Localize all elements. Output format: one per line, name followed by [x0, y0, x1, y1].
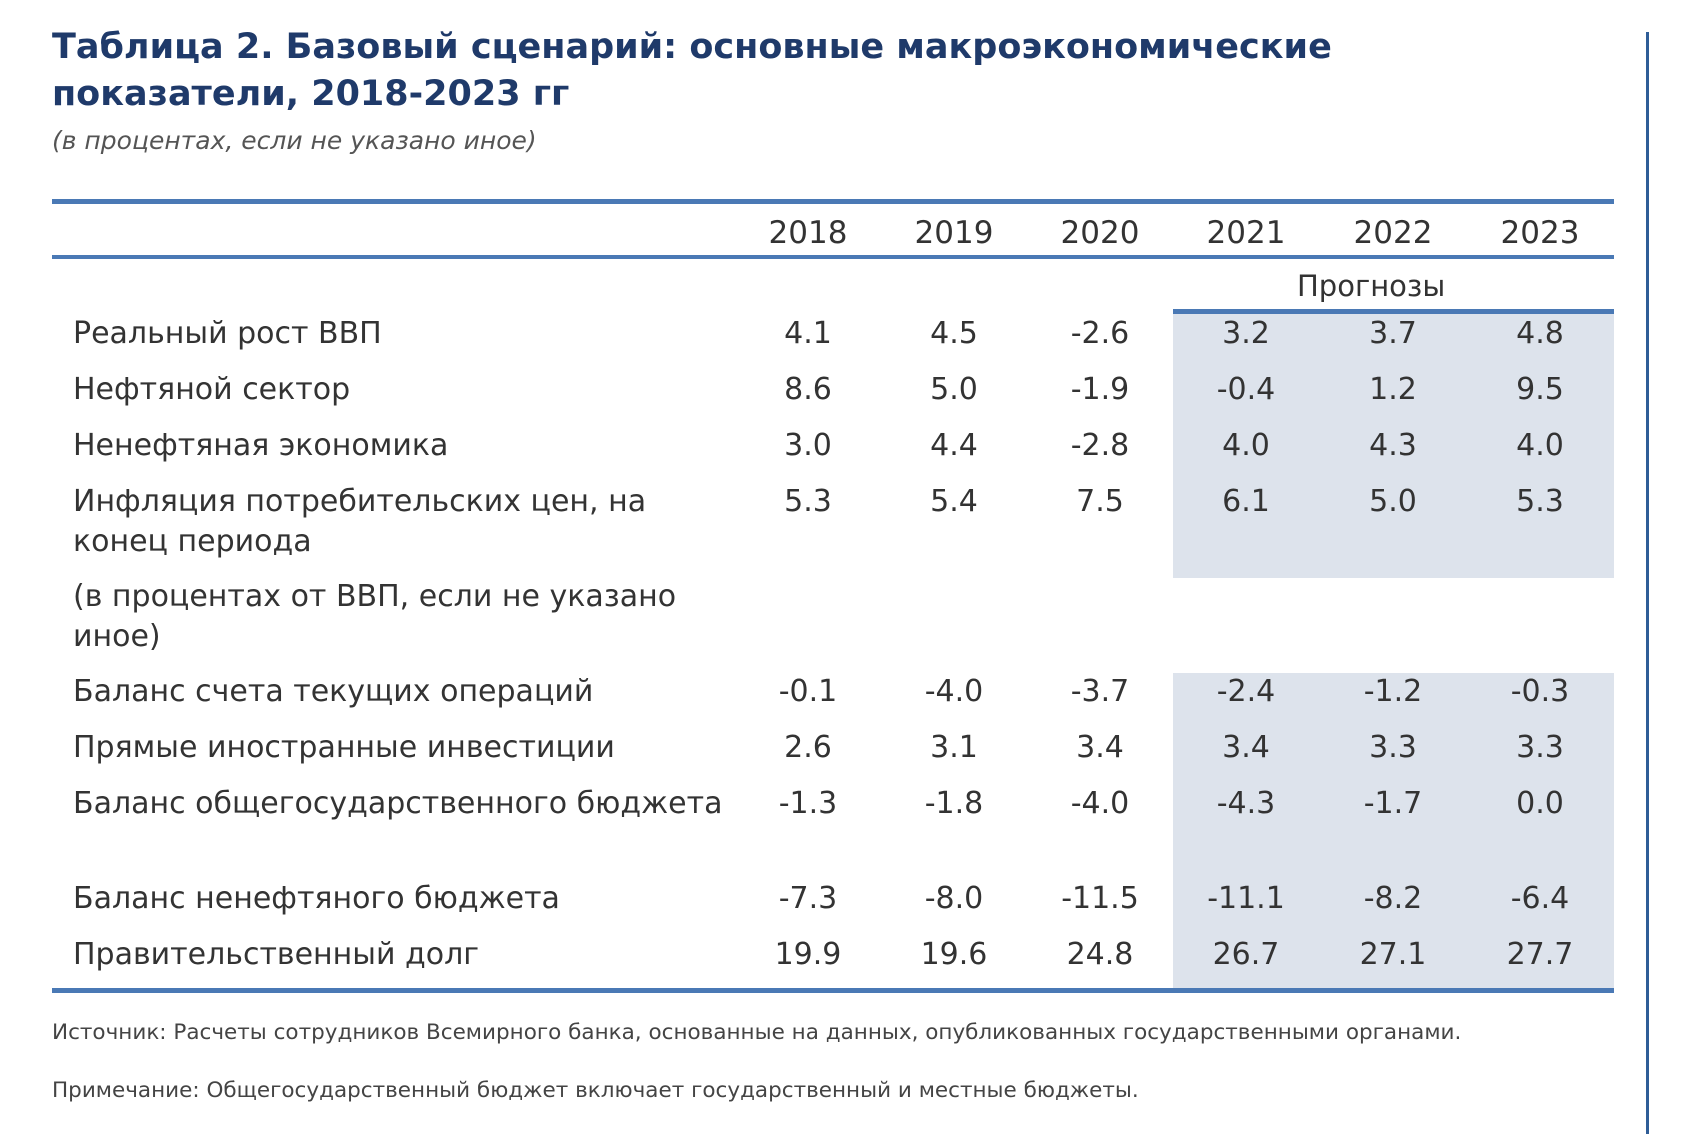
forecast-shade-bottom — [1173, 673, 1614, 993]
table-cell: 1.2 — [1369, 372, 1417, 407]
table-cell: 5.0 — [930, 372, 978, 407]
table-cell: 4.4 — [930, 428, 978, 463]
forecast-rule — [1173, 309, 1614, 314]
macro-indicators-table: 2018 2019 2020 2021 2022 2023 Прогнозы Реальн… — [52, 199, 1614, 993]
table-cell: 7.5 — [1076, 484, 1124, 519]
table-cell: 0.0 — [1516, 786, 1564, 821]
footnote: Примечание: Общегосударственный бюджет в… — [52, 1078, 1139, 1103]
section-subheader: (в процентах от ВВП, если не указано ино… — [73, 579, 677, 654]
table-cell: -11.5 — [1061, 881, 1139, 916]
year-header-2020: 2020 — [1060, 215, 1140, 251]
table-cell: -2.8 — [1070, 428, 1130, 463]
table-cell: -1.8 — [924, 786, 984, 821]
table-cell: 27.1 — [1359, 937, 1427, 972]
table-cell: 26.7 — [1212, 937, 1280, 972]
forecast-label: Прогнозы — [1297, 269, 1446, 303]
table-cell: 24.8 — [1066, 937, 1134, 972]
year-header-2022: 2022 — [1353, 215, 1433, 251]
table-cell: 4.1 — [784, 316, 832, 351]
table-cell: 27.7 — [1506, 937, 1574, 972]
table-cell: 3.1 — [930, 730, 978, 765]
table-cell: -0.3 — [1510, 674, 1570, 709]
table-cell: -8.2 — [1363, 881, 1423, 916]
table-cell: 3.4 — [1076, 730, 1124, 765]
row-label: Правительственный долг — [73, 937, 480, 972]
source-note: Источник: Расчеты сотрудников Всемирного… — [52, 1020, 1462, 1045]
table-cell: -1.3 — [778, 786, 838, 821]
table-cell: 5.4 — [930, 484, 978, 519]
table-cell: -4.3 — [1216, 786, 1276, 821]
row-label: Прямые иностранные инвестиции — [73, 730, 615, 765]
table-cell: -7.3 — [778, 881, 838, 916]
table-cell: 3.2 — [1222, 316, 1270, 351]
table-cell: -0.1 — [778, 674, 838, 709]
table-cell: 3.0 — [784, 428, 832, 463]
table-cell: 2.6 — [784, 730, 832, 765]
forecast-shade-top — [1173, 312, 1614, 578]
row-label: Баланс счета текущих операций — [73, 674, 594, 709]
table-cell: 3.4 — [1222, 730, 1270, 765]
row-label: Баланс ненефтяного бюджета — [73, 881, 560, 916]
table-cell: 5.0 — [1369, 484, 1417, 519]
table-title: Таблица 2. Базовый сценарий: основные ма… — [52, 27, 1332, 114]
row-label: Ненефтяная экономика — [73, 428, 449, 463]
table-cell: 3.3 — [1516, 730, 1564, 765]
row-label: Нефтяной сектор — [73, 372, 351, 407]
table-cell: 3.3 — [1369, 730, 1417, 765]
table-cell: -2.4 — [1216, 674, 1276, 709]
table-cell: -0.4 — [1216, 372, 1276, 407]
table-cell: -1.2 — [1363, 674, 1423, 709]
table-cell: -8.0 — [924, 881, 984, 916]
table-cell: 6.1 — [1222, 484, 1270, 519]
table-cell: 4.5 — [930, 316, 978, 351]
table-cell: 8.6 — [784, 372, 832, 407]
year-header-2018: 2018 — [768, 215, 848, 251]
table-cell: 4.3 — [1369, 428, 1417, 463]
table-cell: 19.6 — [920, 937, 988, 972]
year-header-2023: 2023 — [1500, 215, 1580, 251]
top-rule — [52, 199, 1614, 204]
year-header-2021: 2021 — [1206, 215, 1286, 251]
year-header-2019: 2019 — [914, 215, 994, 251]
table-cell: 19.9 — [774, 937, 842, 972]
table-cell: -6.4 — [1510, 881, 1570, 916]
row-label: Инфляция потребительских цен, на конец п… — [73, 484, 647, 559]
row-label: Реальный рост ВВП — [73, 316, 382, 351]
table-cell: -1.7 — [1363, 786, 1423, 821]
table-cell: -1.9 — [1070, 372, 1130, 407]
header-rule — [52, 255, 1614, 259]
table-cell: 5.3 — [784, 484, 832, 519]
table-cell: -2.6 — [1070, 316, 1130, 351]
table-cell: -4.0 — [924, 674, 984, 709]
table-subtitle: (в процентах, если не указано иное) — [52, 126, 537, 155]
table-cell: 9.5 — [1516, 372, 1564, 407]
table-cell: 4.0 — [1516, 428, 1564, 463]
table-cell: 5.3 — [1516, 484, 1564, 519]
page-margin-rule — [1646, 32, 1649, 1134]
table-cell: -3.7 — [1070, 674, 1130, 709]
table-cell: 4.8 — [1516, 316, 1564, 351]
table-cell: 3.7 — [1369, 316, 1417, 351]
bottom-rule — [52, 988, 1614, 993]
table-cell: -11.1 — [1207, 881, 1285, 916]
table-cell: -4.0 — [1070, 786, 1130, 821]
row-label: Баланс общегосударственного бюджета — [73, 786, 723, 821]
table-cell: 4.0 — [1222, 428, 1270, 463]
